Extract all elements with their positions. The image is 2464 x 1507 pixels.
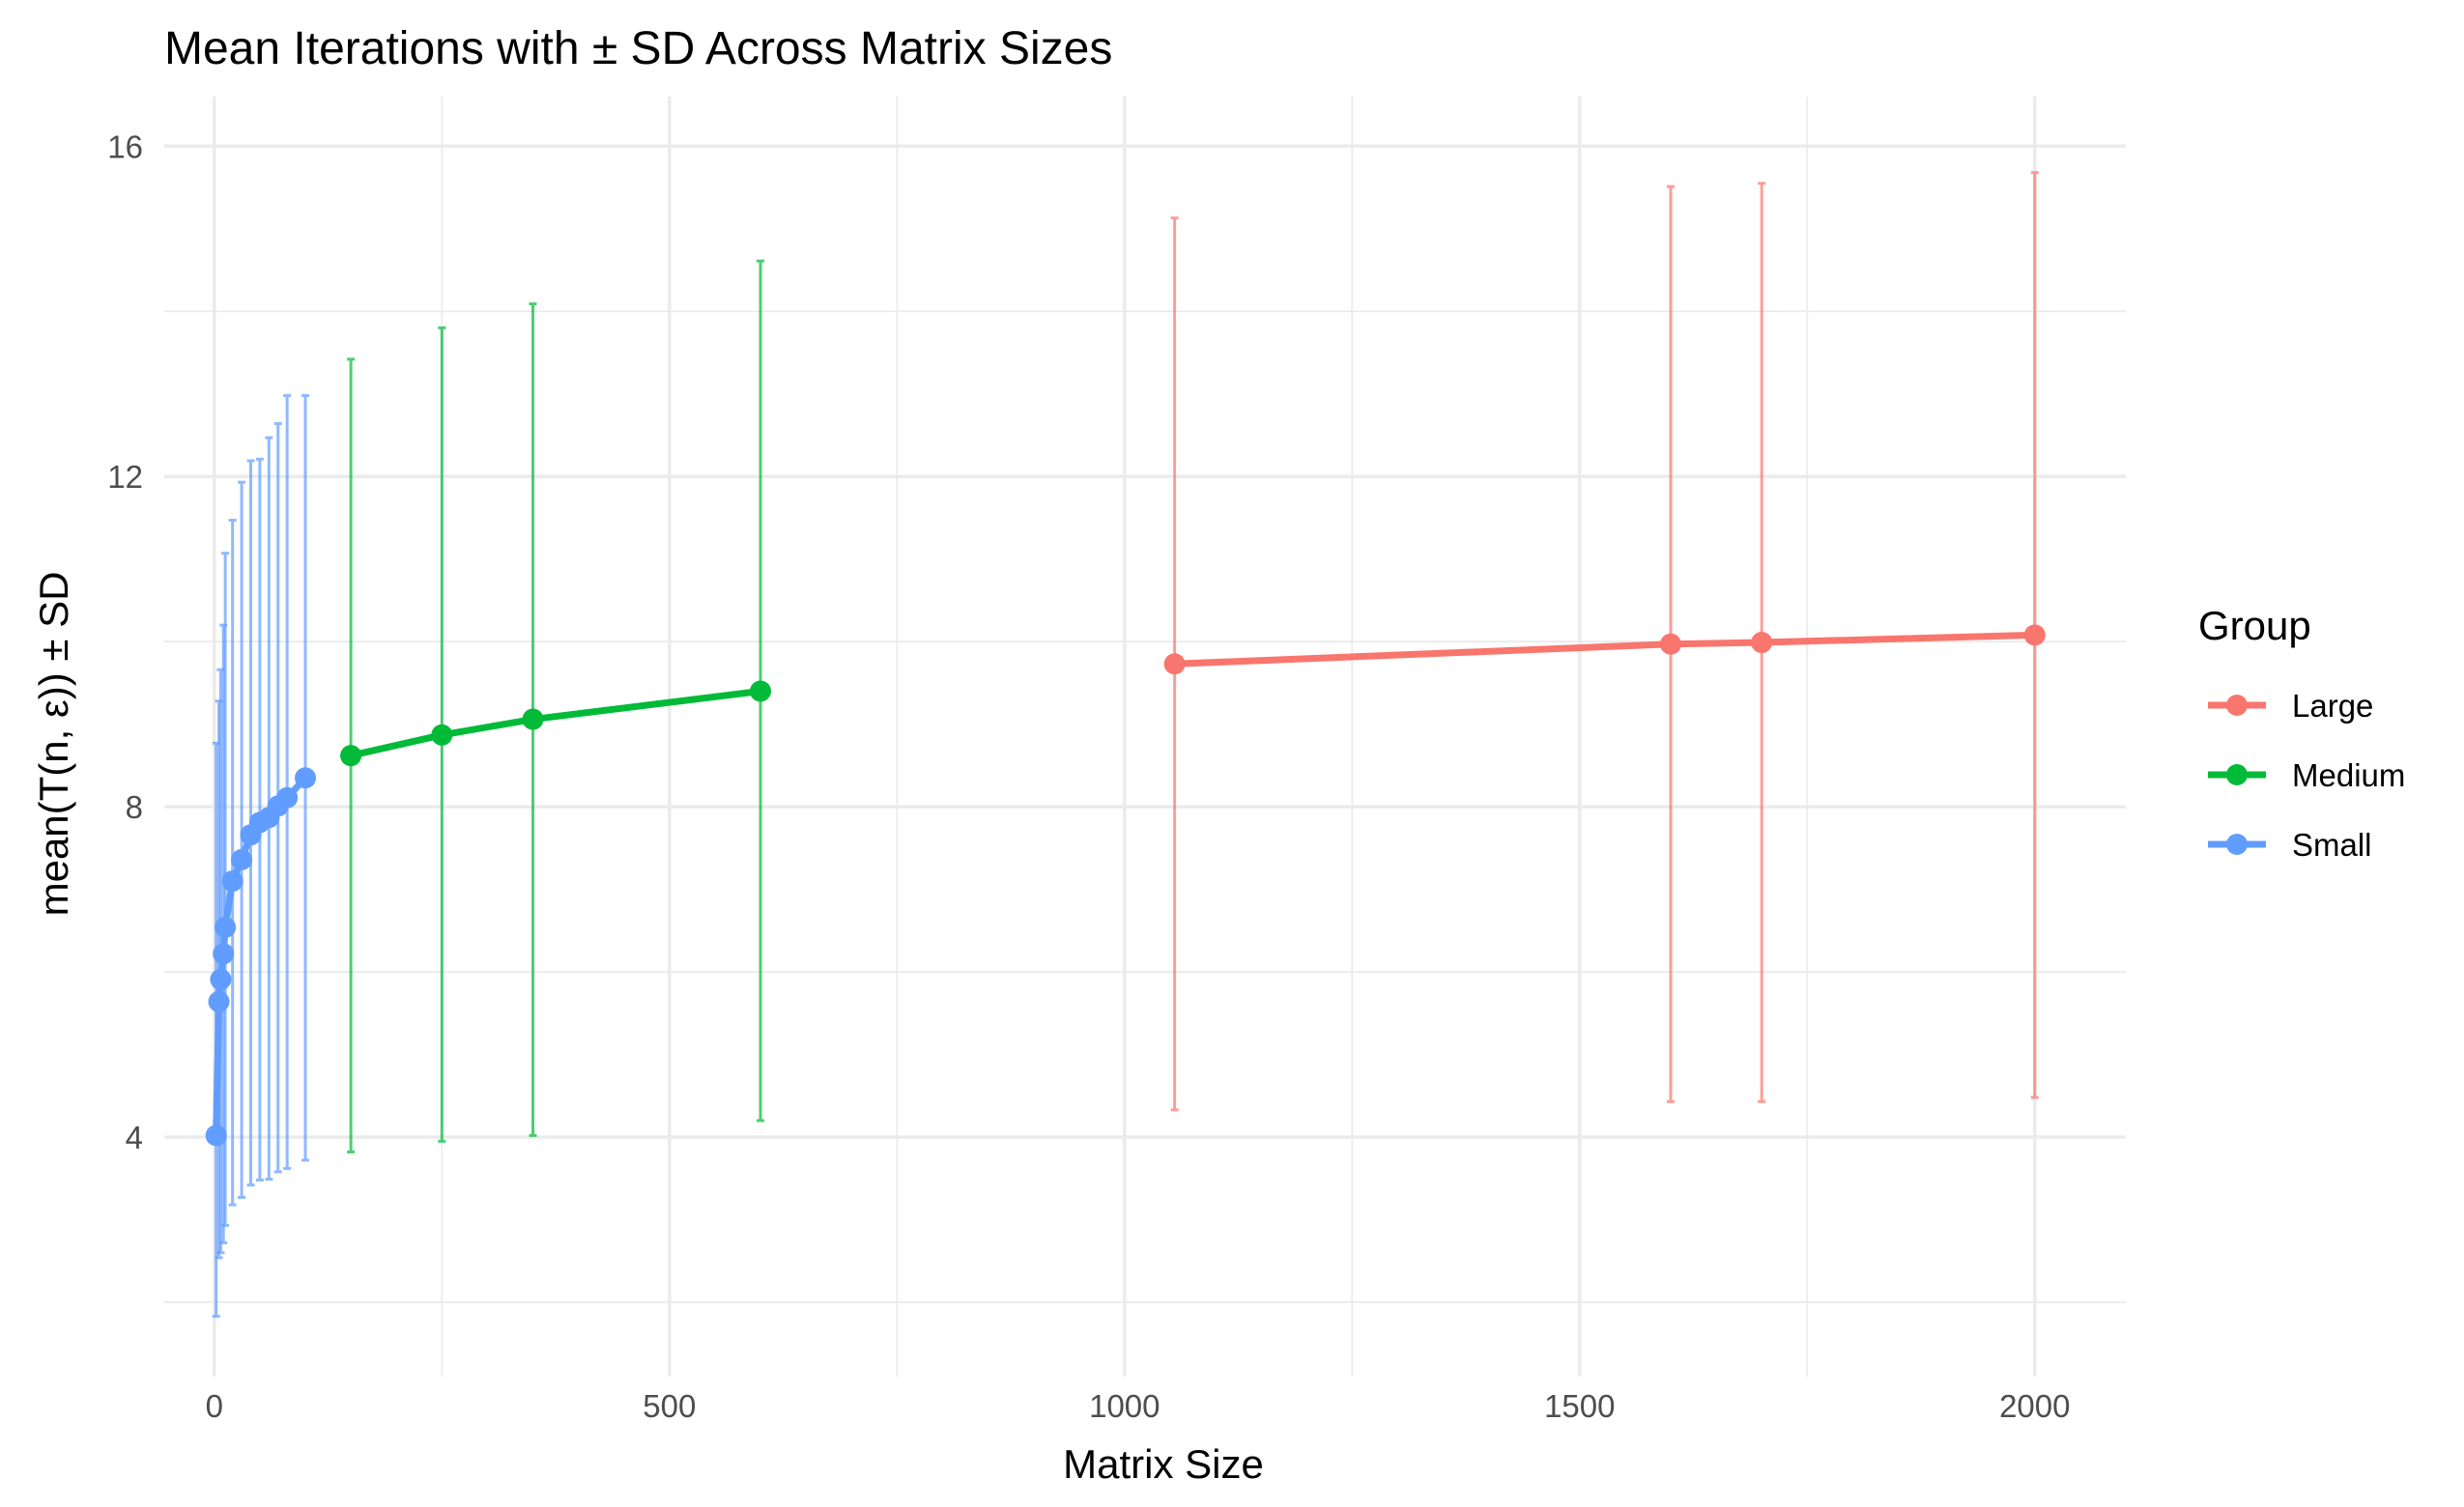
data-point [208, 990, 230, 1012]
y-tick-label: 12 [107, 459, 143, 495]
data-point [2023, 624, 2046, 646]
series-layer [205, 171, 2046, 1319]
series-line-large [1171, 631, 2039, 668]
data-point [1163, 653, 1186, 675]
y-axis-ticks: 4 8 12 16 [107, 128, 143, 1155]
data-point [295, 767, 317, 789]
grid [164, 97, 2126, 1377]
legend-key-point [2226, 834, 2248, 855]
data-point [205, 1124, 227, 1147]
x-tick-label: 1500 [1544, 1388, 1615, 1424]
series-large [1163, 171, 2046, 1112]
legend-title: Group [2198, 603, 2311, 648]
legend-item-large: Large [2208, 688, 2373, 724]
data-point [213, 943, 235, 965]
data-point [340, 745, 362, 767]
series-medium [340, 259, 772, 1153]
legend-key-point [2226, 695, 2248, 716]
x-tick-label: 0 [206, 1388, 223, 1424]
x-tick-label: 2000 [1999, 1388, 2070, 1424]
y-tick-label: 8 [126, 789, 143, 825]
data-point [750, 680, 772, 702]
data-point [231, 848, 253, 870]
legend-item-small: Small [2208, 827, 2372, 863]
x-axis-ticks: 0 500 1000 1500 2000 [206, 1388, 2071, 1424]
legend: Group Large Medium Small [2198, 603, 2405, 863]
chart-title: Mean Iterations with ± SD Across Matrix … [164, 23, 1112, 74]
y-tick-label: 4 [126, 1120, 143, 1155]
data-point [210, 968, 232, 990]
data-point [221, 870, 244, 893]
y-axis-title: mean(T(n, ε)) ± SD [31, 572, 76, 917]
error-bar [221, 552, 230, 1228]
legend-label: Medium [2292, 757, 2405, 793]
legend-label: Small [2292, 827, 2372, 863]
y-tick-label: 16 [107, 128, 143, 164]
x-tick-label: 1000 [1089, 1388, 1160, 1424]
legend-key-point [2226, 764, 2248, 785]
data-point [1660, 633, 1682, 655]
legend-item-medium: Medium [2208, 757, 2405, 793]
x-tick-label: 500 [643, 1388, 696, 1424]
data-point [1751, 632, 1773, 654]
legend-label: Large [2292, 688, 2373, 724]
data-point [215, 916, 237, 938]
data-point [276, 786, 299, 809]
data-point [522, 708, 544, 730]
series-line-medium [347, 687, 764, 759]
series-small [205, 393, 317, 1319]
x-axis-title: Matrix Size [1063, 1441, 1264, 1487]
error-bar [283, 393, 292, 1171]
data-point [431, 724, 453, 746]
